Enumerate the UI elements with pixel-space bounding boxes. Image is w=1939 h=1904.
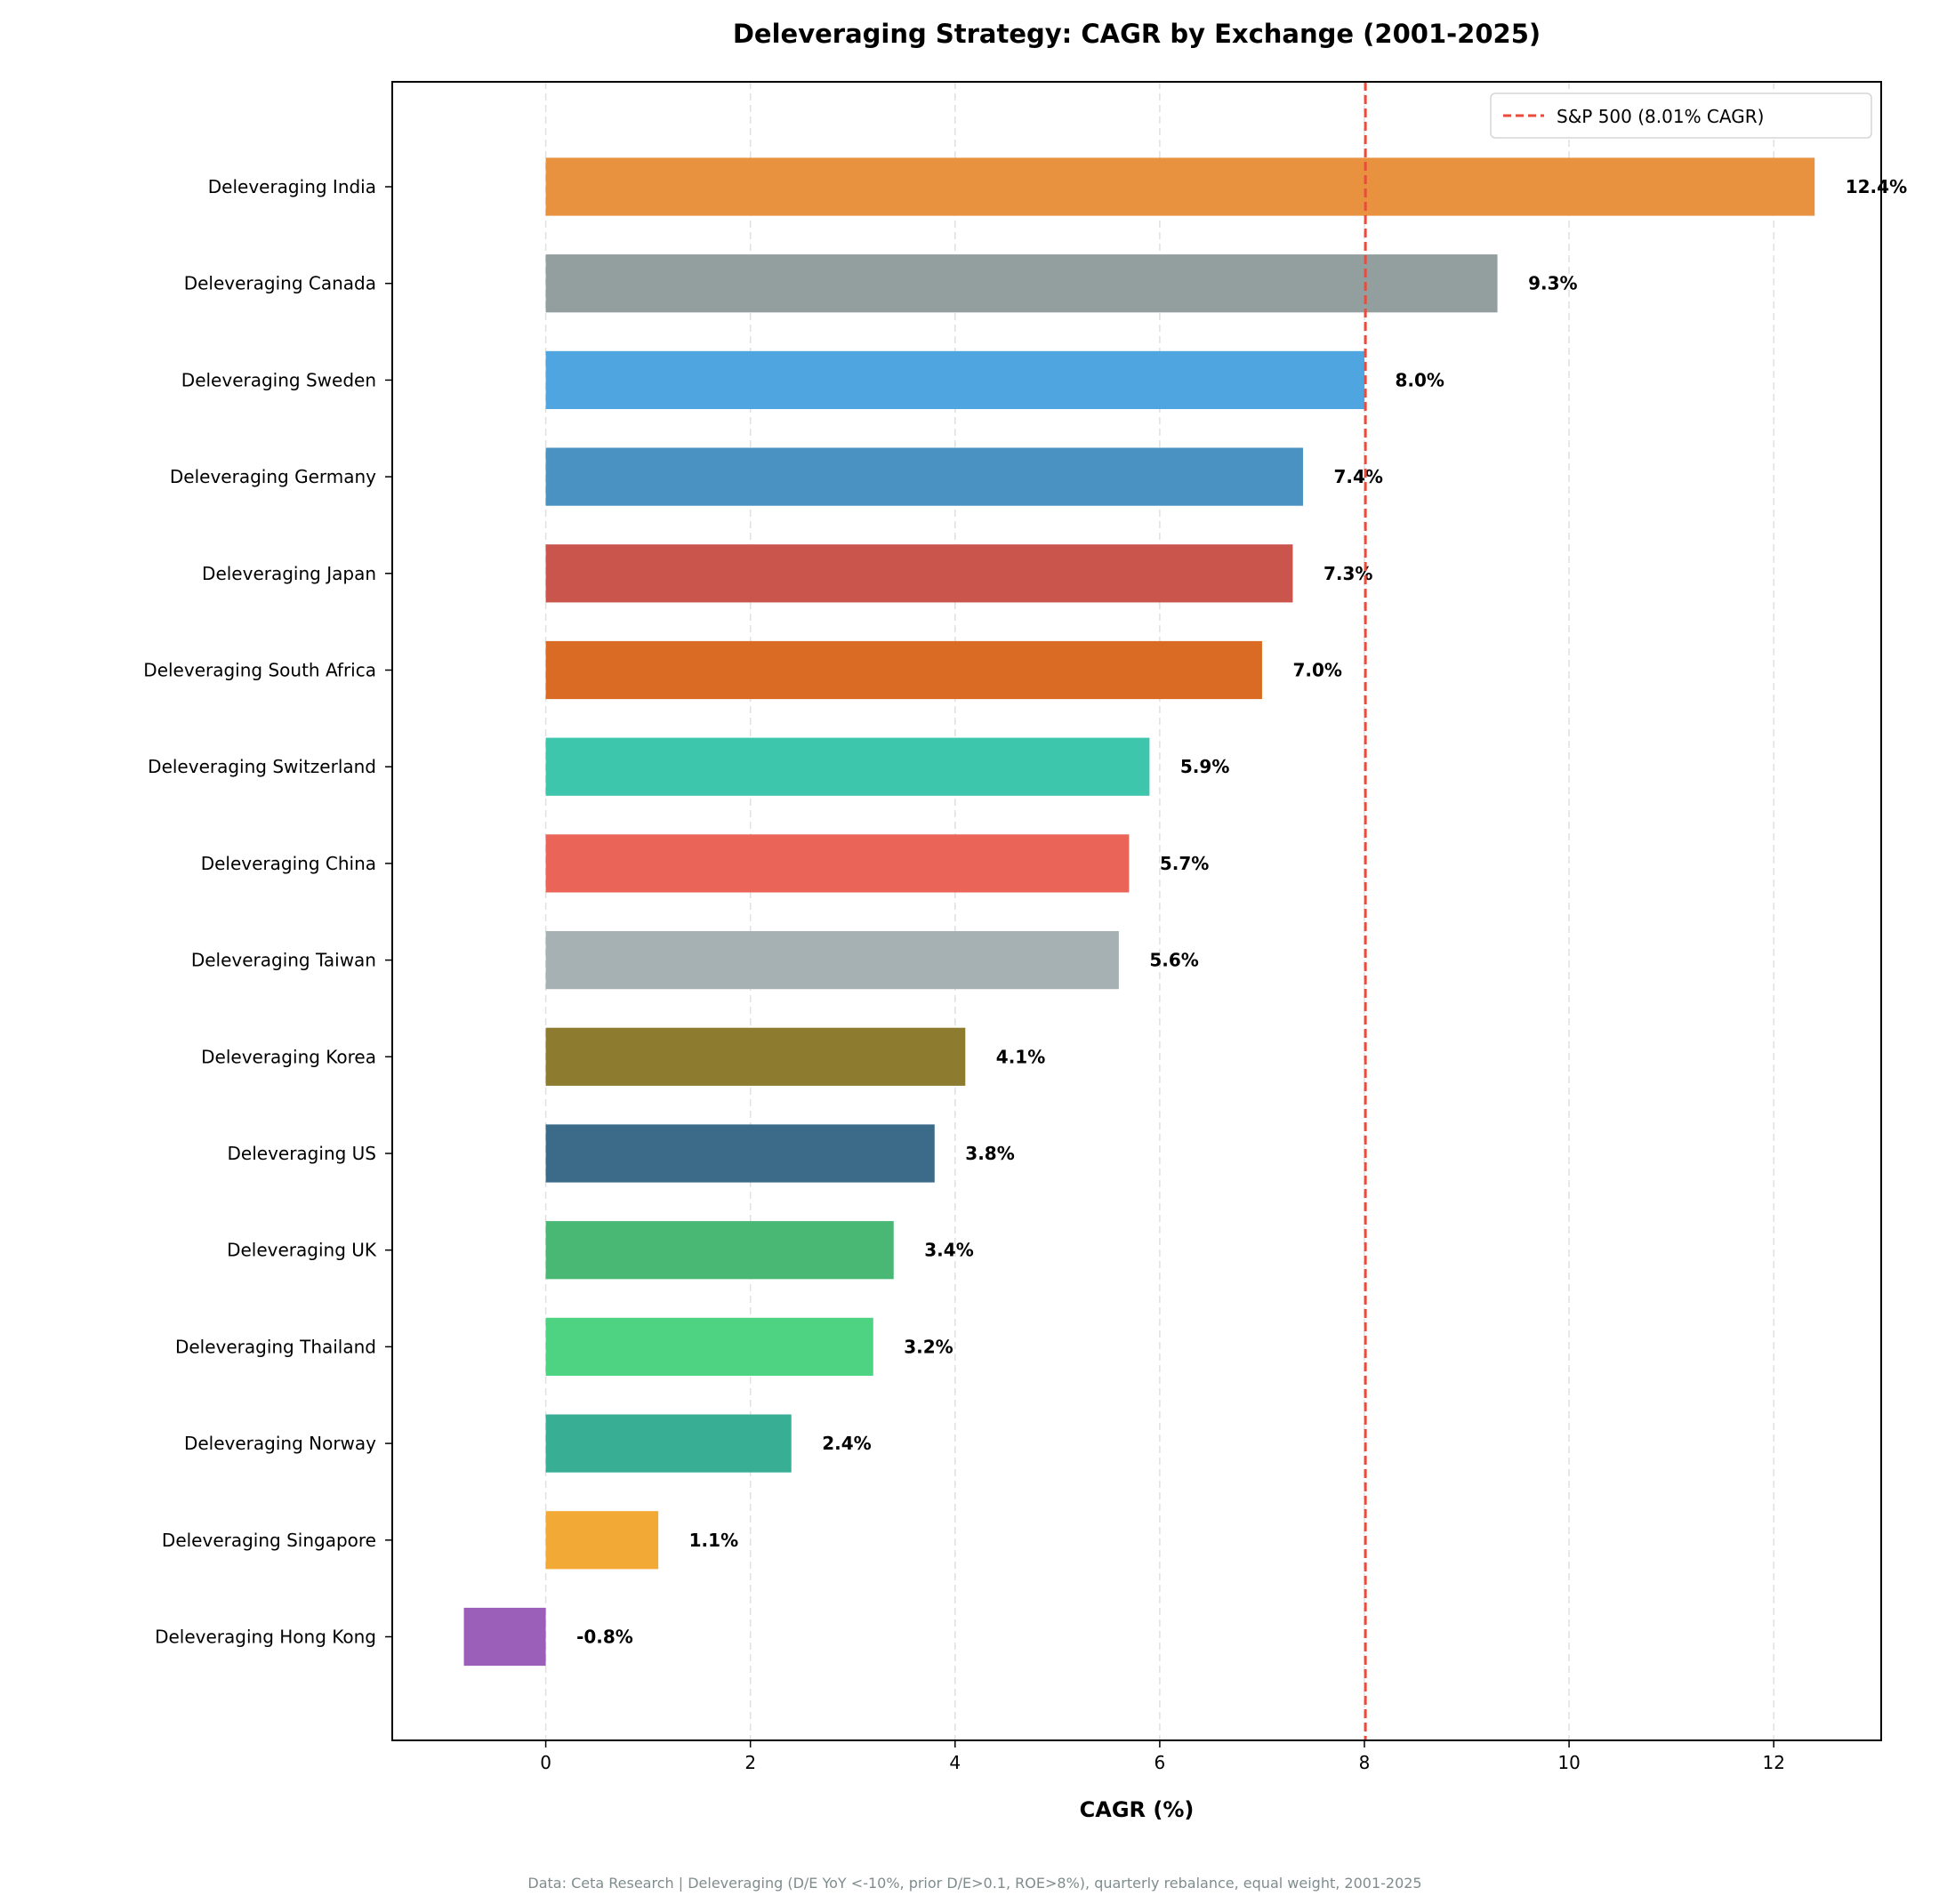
data-label: 4.1% <box>996 1046 1045 1067</box>
data-label: 7.4% <box>1333 466 1382 487</box>
data-label: 3.8% <box>965 1143 1014 1164</box>
y-tick-label: Deleveraging Thailand <box>175 1336 376 1357</box>
data-label: 5.7% <box>1160 853 1209 874</box>
data-label: 8.0% <box>1396 369 1444 390</box>
data-label: 5.9% <box>1180 756 1229 777</box>
bar-deleveraging-canada <box>545 254 1498 313</box>
y-tick-label: Deleveraging UK <box>227 1240 377 1261</box>
bar-deleveraging-hong-kong <box>463 1607 546 1667</box>
bar-deleveraging-us <box>545 1124 935 1183</box>
y-tick-label: Deleveraging US <box>228 1143 377 1164</box>
y-tick-label: Deleveraging Singapore <box>162 1530 376 1551</box>
bar-deleveraging-germany <box>545 447 1303 506</box>
bar-deleveraging-singapore <box>545 1511 659 1570</box>
y-tick-label: Deleveraging South Africa <box>143 660 376 681</box>
bar-deleveraging-india <box>545 157 1815 216</box>
bar-deleveraging-uk <box>545 1221 894 1280</box>
y-tick-label: Deleveraging Canada <box>184 273 376 294</box>
plot-frame <box>391 81 1882 1741</box>
x-tick-label: 4 <box>949 1752 961 1773</box>
y-tick-label: Deleveraging India <box>208 176 376 197</box>
data-label: 9.3% <box>1528 273 1577 294</box>
legend-box <box>1490 92 1872 139</box>
y-tick-label: Deleveraging China <box>201 853 376 874</box>
x-tick-label: 10 <box>1557 1752 1580 1773</box>
bar-deleveraging-japan <box>545 544 1293 603</box>
data-label: 3.4% <box>924 1240 973 1261</box>
footnote: Data: Ceta Research | Deleveraging (D/E … <box>527 1875 1421 1892</box>
bar-deleveraging-korea <box>545 1027 966 1086</box>
legend: S&P 500 (8.01% CAGR) <box>1490 92 1872 139</box>
y-tick-label: Deleveraging Korea <box>201 1046 376 1067</box>
data-label: 2.4% <box>822 1433 871 1454</box>
y-tick-label: Deleveraging Norway <box>184 1433 376 1454</box>
x-tick-label: 6 <box>1155 1752 1166 1773</box>
y-tick-label: Deleveraging Sweden <box>181 369 376 390</box>
data-label: 1.1% <box>689 1530 738 1551</box>
y-tick-label: Deleveraging Hong Kong <box>155 1627 376 1648</box>
legend-label-sp500: S&P 500 (8.01% CAGR) <box>1557 106 1764 127</box>
x-tick-label: 8 <box>1359 1752 1371 1773</box>
data-label: -0.8% <box>576 1627 633 1648</box>
y-tick-label: Deleveraging Switzerland <box>148 756 376 777</box>
data-label: 12.4% <box>1846 176 1907 197</box>
bar-deleveraging-switzerland <box>545 737 1150 796</box>
bar-deleveraging-taiwan <box>545 930 1119 990</box>
chart-title: Deleveraging Strategy: CAGR by Exchange … <box>733 19 1541 49</box>
bar-deleveraging-china <box>545 834 1130 893</box>
data-label: 3.2% <box>904 1336 953 1357</box>
bar-deleveraging-norway <box>545 1414 792 1473</box>
y-tick-label: Deleveraging Taiwan <box>191 950 376 971</box>
data-label: 7.0% <box>1292 660 1341 681</box>
x-axis-label: CAGR (%) <box>1080 1797 1195 1822</box>
bar-deleveraging-south-africa <box>545 640 1262 700</box>
bar-deleveraging-sweden <box>545 350 1364 410</box>
x-tick-label: 2 <box>744 1752 756 1773</box>
y-tick-label: Deleveraging Japan <box>202 563 376 584</box>
y-tick-label: Deleveraging Germany <box>170 466 376 487</box>
data-label: 5.6% <box>1149 950 1198 971</box>
x-tick-label: 12 <box>1762 1752 1784 1773</box>
bar-deleveraging-thailand <box>545 1317 873 1377</box>
x-tick-label: 0 <box>540 1752 551 1773</box>
